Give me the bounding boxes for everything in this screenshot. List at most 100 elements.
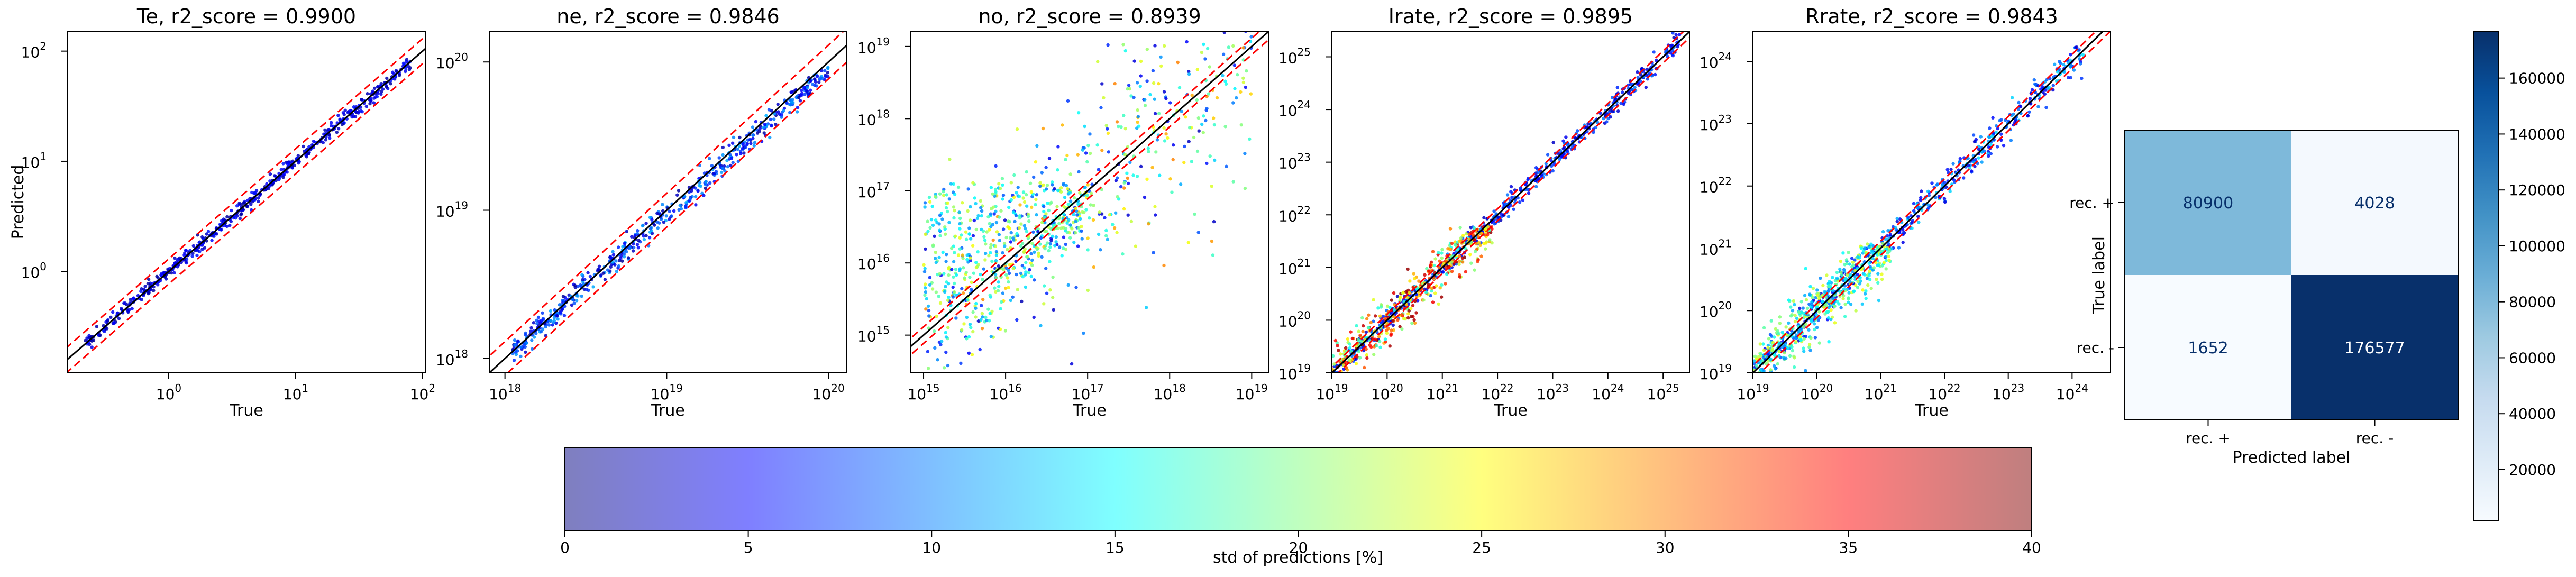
scatter-point [1019, 222, 1023, 226]
scatter-point [529, 329, 533, 333]
scatter-point [1104, 124, 1108, 127]
scatter-point [1139, 59, 1143, 63]
scatter-point [934, 195, 937, 199]
scatter-point [1793, 356, 1796, 360]
scatter-point [653, 223, 656, 227]
scatter-point [1867, 245, 1871, 249]
scatter-point [1083, 124, 1086, 129]
scatter-point [1062, 235, 1066, 239]
scatter-point [628, 246, 632, 250]
scatter-point [366, 92, 369, 96]
scatter-point [1237, 15, 1240, 18]
scatter-point [648, 216, 652, 219]
scatter-point [945, 193, 948, 197]
scatter-point [1099, 106, 1103, 109]
scatter-point [1006, 276, 1010, 280]
scatter-point [166, 267, 170, 271]
scatter-point [1792, 299, 1795, 303]
scatter-point [1223, 79, 1227, 83]
scatter-point [623, 242, 627, 245]
scatter-point [1364, 330, 1368, 334]
scatter-point [1999, 132, 2003, 136]
scatter-point [1880, 272, 1884, 276]
scatter-point [1777, 342, 1782, 346]
scatter-point [952, 260, 956, 264]
scatter-point [1000, 300, 1003, 304]
scatter-point [1171, 158, 1175, 162]
scatter-point [580, 273, 584, 277]
scatter-point [1056, 226, 1060, 231]
scatter-point [541, 311, 544, 315]
scatter-point [944, 335, 948, 339]
scatter-point [1424, 290, 1428, 294]
scatter-point [958, 216, 962, 221]
scatter-point [1448, 227, 1453, 231]
scatter-point [140, 287, 143, 291]
scatter-point [1104, 234, 1108, 237]
scatter-point [996, 289, 1000, 292]
scatter-point [962, 322, 966, 326]
scatter-point [195, 253, 199, 258]
scatter-point [1089, 203, 1093, 207]
scatter-point [2026, 114, 2030, 118]
scatter-point [936, 358, 939, 362]
axes-frame-irate [1331, 31, 1690, 373]
scatter-point [928, 226, 932, 230]
scatter-point [1827, 340, 1831, 344]
scatter-point [1020, 299, 1024, 304]
scatter-point [1876, 272, 1880, 276]
scatter-point [531, 347, 534, 351]
scatter-point [1655, 59, 1658, 62]
x-tick-label: 1021 [1426, 382, 1458, 403]
std-colorbar-tick-label: 5 [744, 539, 753, 556]
scatter-point [1437, 265, 1441, 270]
scatter-point [941, 250, 945, 254]
scatter-point [944, 206, 948, 210]
scatter-point [1390, 298, 1394, 302]
x-tick-label: 1022 [1928, 382, 1960, 403]
scatter-point [723, 169, 727, 173]
scatter-point [1875, 278, 1878, 281]
scatter-point [1006, 248, 1009, 251]
scatter-points-irate [1332, 32, 1682, 373]
x-tick-label: 1017 [1072, 382, 1104, 403]
scatter-point [817, 80, 821, 84]
scatter-point [1022, 224, 1027, 227]
scatter-point [1762, 349, 1766, 352]
scatter-point [1646, 77, 1650, 81]
scatter-point [1107, 150, 1111, 154]
scatter-point [1066, 203, 1070, 206]
scatter-point [945, 280, 948, 284]
scatter-point [1476, 260, 1479, 263]
scatter-point [1822, 305, 1826, 309]
scatter-point [1429, 294, 1432, 298]
scatter-point [944, 350, 948, 354]
scatter-point [1848, 262, 1851, 266]
scatter-point [2068, 58, 2072, 62]
scatter-point [1852, 289, 1856, 293]
scatter-point [537, 319, 541, 323]
scatter-point [1440, 248, 1444, 251]
scatter-point [999, 209, 1003, 213]
scatter-point [1821, 299, 1824, 303]
scatter-point [1084, 151, 1088, 155]
scatter-point [994, 164, 998, 168]
scatter-point [1059, 226, 1063, 230]
scatter-point [1404, 290, 1408, 294]
scatter-point [1154, 213, 1157, 217]
scatter-point [769, 123, 773, 127]
scatter-point [670, 214, 673, 218]
scatter-point [1035, 213, 1038, 217]
scatter-point [1019, 244, 1023, 248]
scatter-point [1804, 298, 1808, 302]
scatter-point [668, 217, 671, 221]
scatter-point [1134, 244, 1138, 248]
scatter-point [1784, 325, 1788, 329]
scatter-point [767, 108, 771, 112]
scatter-point [1639, 73, 1643, 77]
y-tick-label: 1019 [857, 35, 890, 57]
scatter-point [675, 193, 679, 197]
upper-bound-line [489, 32, 844, 358]
scatter-point [572, 301, 576, 305]
scatter-point [1943, 200, 1947, 204]
